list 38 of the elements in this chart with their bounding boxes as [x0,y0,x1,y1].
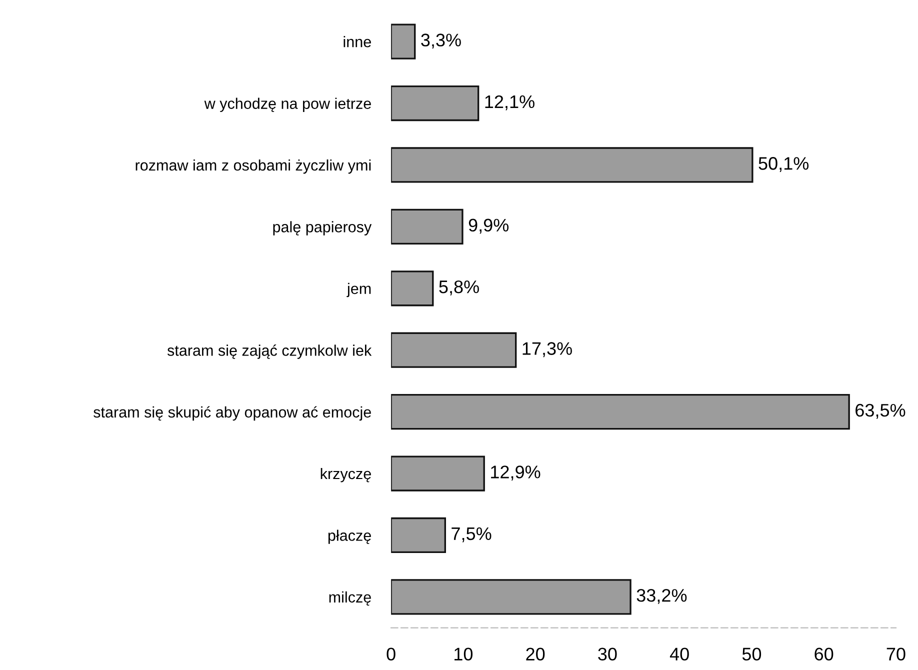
x-tick-label: 0 [386,648,396,660]
x-tick-label: 70 [886,648,906,660]
data-label: 12,1% [485,95,534,110]
data-label: 63,5% [856,404,906,419]
bar [391,579,632,615]
bar [391,332,517,368]
y-tick-label: jem [346,282,371,298]
y-tick-label: rozmaw iam z osobami życzliw ymi [136,159,371,174]
bar [391,85,480,122]
x-tick-label: 10 [454,648,473,660]
data-label: 7,5% [452,527,492,542]
y-tick-label: krzyczę [320,468,371,482]
bar [391,208,464,244]
y-tick-label: w ychodzę na pow ietrze [204,98,371,112]
data-label: 9,9% [468,218,509,234]
bar [391,147,754,183]
y-tick-label: palę papierosy [273,221,372,236]
x-tick-label: 40 [670,648,689,660]
bar [391,394,850,430]
data-label: 50,1% [758,157,809,172]
y-tick-label: staram się zająć czymkolw iek [167,344,372,359]
x-tick-label: 30 [598,648,617,660]
bar [391,270,434,306]
x-tick-label: 60 [814,648,834,660]
data-label: 3,3% [421,34,461,49]
data-label: 17,3% [522,342,572,358]
x-tick-label: 20 [526,648,545,660]
y-tick-label: staram się skupić aby opanow ać emocje [94,406,371,421]
bar [391,24,416,60]
data-label: 5,8% [439,280,479,296]
data-label: 33,2% [636,589,687,604]
y-tick-label: milczę [329,591,371,606]
bar [391,517,446,554]
bar [391,456,485,492]
y-tick-label: płaczę [328,530,371,544]
data-label: 12,9% [491,466,540,480]
x-tick-label: 50 [742,648,762,660]
y-tick-label: inne [344,36,371,48]
